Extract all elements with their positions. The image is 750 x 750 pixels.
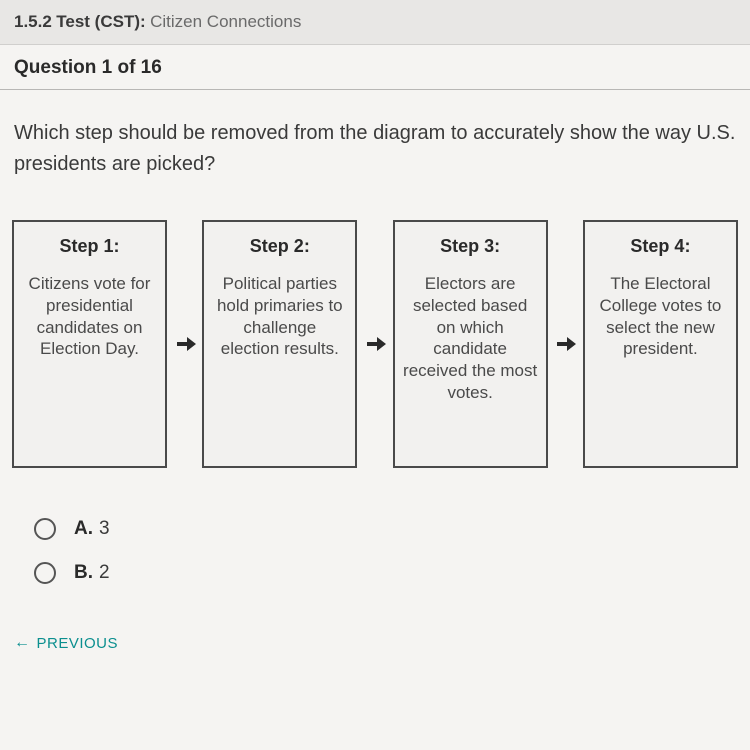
radio-icon	[34, 518, 56, 540]
step-title: Step 4:	[593, 236, 728, 257]
question-counter: Question 1 of 16	[0, 45, 750, 83]
previous-button[interactable]: ← PREVIOUS	[14, 634, 118, 652]
answer-text: 3	[99, 518, 110, 540]
step-title: Step 1:	[22, 236, 157, 257]
answer-option-b[interactable]: B. 2	[34, 562, 736, 584]
step-box-1: Step 1: Citizens vote for presidential c…	[12, 220, 167, 468]
step-body: The Electoral College votes to select th…	[593, 273, 728, 360]
arrow-left-icon: ←	[14, 634, 31, 652]
flowchart-diagram: Step 1: Citizens vote for presidential c…	[0, 190, 750, 478]
answer-letter: B.	[74, 562, 93, 584]
answer-list: A. 3 B. 2	[0, 478, 750, 616]
step-body: Citizens vote for presidential candidate…	[22, 273, 157, 360]
step-box-2: Step 2: Political parties hold primaries…	[202, 220, 357, 468]
question-area: Which step should be removed from the di…	[0, 90, 750, 190]
step-box-4: Step 4: The Electoral College votes to s…	[583, 220, 738, 468]
test-name: Citizen Connections	[150, 12, 301, 31]
arrow-icon	[172, 331, 198, 357]
step-box-3: Step 3: Electors are selected based on w…	[393, 220, 548, 468]
question-text: Which step should be removed from the di…	[14, 118, 736, 180]
answer-letter: A.	[74, 518, 93, 540]
step-body: Electors are selected based on which can…	[403, 273, 538, 404]
step-title: Step 3:	[403, 236, 538, 257]
lesson-header: 1.5.2 Test (CST): Citizen Connections	[0, 0, 750, 45]
lesson-id: 1.5.2	[14, 12, 52, 31]
arrow-icon	[362, 331, 388, 357]
arrow-icon	[552, 331, 578, 357]
footer-nav: ← PREVIOUS	[0, 616, 750, 670]
answer-option-a[interactable]: A. 3	[34, 518, 736, 540]
radio-icon	[34, 562, 56, 584]
previous-label: PREVIOUS	[37, 635, 119, 652]
answer-text: 2	[99, 562, 110, 584]
question-counter-text: Question 1 of 16	[14, 57, 162, 78]
step-title: Step 2:	[212, 236, 347, 257]
step-body: Political parties hold primaries to chal…	[212, 273, 347, 360]
test-label: Test (CST):	[56, 12, 145, 31]
